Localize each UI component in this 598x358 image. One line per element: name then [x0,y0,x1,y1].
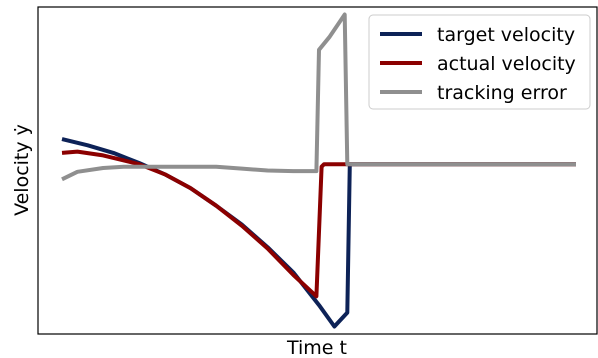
y-axis-label: Velocity ẏ [11,124,33,216]
series-line-tracking-error [61,12,576,182]
x-axis-label: Time t [286,337,347,358]
axes-frame [37,6,598,335]
legend-label-actual-velocity: actual velocity [437,53,576,75]
legend-label-target-velocity: target velocity [437,24,575,46]
plot-area [61,12,576,329]
series-line-actual-velocity [61,149,576,299]
legend-label-tracking-error: tracking error [437,82,567,104]
legend: target velocity actual velocity tracking e… [368,14,591,110]
legend-box [368,14,591,110]
